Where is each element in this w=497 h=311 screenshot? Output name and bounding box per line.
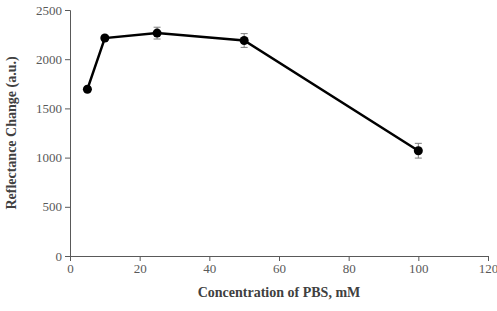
error-cap (415, 143, 422, 144)
error-bar (415, 143, 422, 158)
tick: 100 (409, 256, 429, 276)
error-cap (154, 27, 161, 28)
tick-label: 120 (479, 261, 497, 276)
tick-label: 2000 (36, 52, 62, 67)
tick-label: 0 (56, 249, 63, 264)
data-point (83, 85, 92, 94)
tick: 60 (273, 256, 286, 276)
error-cap (154, 39, 161, 40)
tick-label: 60 (273, 261, 286, 276)
tick-label: 20 (134, 261, 147, 276)
data-point (100, 34, 109, 43)
tick: 20 (134, 256, 147, 276)
tick-label: 40 (203, 261, 216, 276)
tick-label: 1000 (36, 150, 62, 165)
data-point (240, 36, 249, 45)
tick: 2000 (36, 52, 70, 67)
tick-label: 2500 (36, 3, 62, 18)
chart-svg: 0 20 40 60 80 100 120 0 500 1000 1500 2000 2500 Conce… (0, 0, 497, 311)
tick: 40 (203, 256, 216, 276)
data-point (414, 146, 423, 155)
tick: 80 (343, 256, 356, 276)
tick-label: 0 (67, 261, 74, 276)
chart-container: 0 20 40 60 80 100 120 0 500 1000 1500 2000 2500 Conce… (0, 0, 497, 311)
data-line (87, 33, 418, 151)
plot: 0 20 40 60 80 100 120 0 500 1000 1500 2000 2500 (36, 3, 497, 277)
tick: 120 (479, 256, 497, 276)
tick-label: 80 (343, 261, 356, 276)
tick-mark (65, 59, 70, 60)
tick-label: 1500 (36, 101, 62, 116)
x-axis-title: Concentration of PBS, mM (198, 285, 361, 300)
tick-label: 100 (409, 261, 429, 276)
axis-line (65, 11, 71, 257)
data-point (153, 29, 162, 38)
error-cap (241, 33, 248, 34)
tick-label: 500 (43, 199, 63, 214)
tick: 0 (56, 249, 71, 264)
tick: 1000 (36, 150, 70, 165)
tick: 2500 (36, 3, 70, 18)
tick: 500 (43, 199, 71, 214)
tick-mark (65, 158, 70, 159)
y-axis-title: Reflectance Change (a.u.) (4, 56, 20, 210)
x-axis: 0 20 40 60 80 100 120 (67, 256, 497, 276)
error-bar (154, 27, 161, 39)
error-bar (241, 34, 248, 48)
tick-mark (65, 10, 70, 11)
tick: 1500 (36, 101, 70, 116)
tick-mark (65, 108, 70, 109)
tick-mark (65, 256, 70, 257)
y-axis: 0 500 1000 1500 2000 2500 (36, 3, 71, 264)
data-layer (83, 27, 423, 158)
tick-mark (65, 207, 70, 208)
error-cap (241, 47, 248, 48)
error-cap (415, 158, 422, 159)
tick: 0 (67, 256, 74, 276)
